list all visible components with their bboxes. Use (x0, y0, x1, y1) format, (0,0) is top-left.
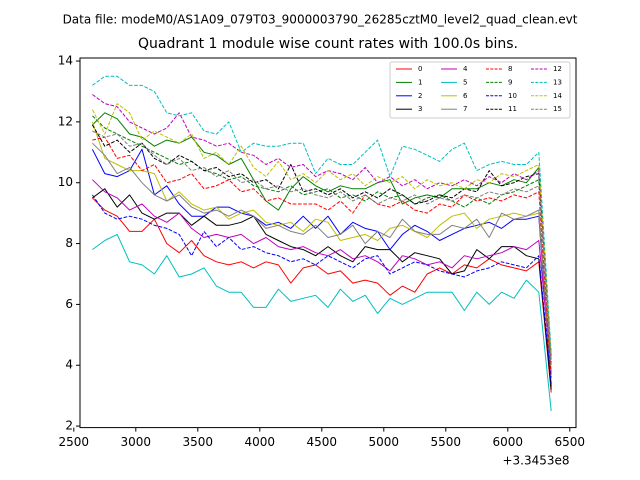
axis-ticks: 2500 3000 3500 4000 4500 5000 5500 6000 6500 2 4 6 8… (58, 54, 585, 450)
chart-suptitle: Data file: modeM0/AS1A09_079T03_90000037… (63, 13, 578, 27)
legend-label-11: 11 (508, 105, 517, 113)
legend-label-14: 14 (553, 92, 562, 100)
legend-label-8: 8 (508, 65, 512, 73)
legend-label-1: 1 (418, 78, 422, 86)
series-line-12 (92, 94, 552, 357)
series-line-0 (92, 197, 552, 393)
x-tick-label: 6500 (555, 435, 586, 449)
y-tick-label: 4 (65, 358, 73, 372)
legend-label-4: 4 (463, 65, 468, 73)
legend-label-15: 15 (553, 105, 562, 113)
x-tick-label: 5500 (431, 435, 462, 449)
series-line-14 (91, 103, 552, 360)
legend-label-12: 12 (553, 65, 562, 73)
y-tick-label: 10 (58, 175, 73, 189)
legend-label-13: 13 (553, 78, 562, 86)
y-tick-label: 2 (65, 419, 73, 433)
x-tick-label: 4000 (245, 435, 276, 449)
series-line-4 (92, 179, 552, 372)
x-axis-offset-label: +3.3453e8 (502, 454, 569, 468)
series-line-1 (92, 112, 552, 360)
legend-label-10: 10 (508, 92, 517, 100)
plot-series (91, 75, 552, 411)
series-line-3 (92, 188, 552, 390)
x-tick-label: 5000 (369, 435, 400, 449)
series-line-5 (92, 233, 552, 411)
chart-title: Quadrant 1 module wise count rates with … (138, 36, 518, 52)
y-tick-label: 6 (65, 297, 73, 311)
x-tick-label: 6000 (493, 435, 524, 449)
legend-label-9: 9 (508, 78, 512, 86)
series-line-15 (92, 130, 552, 366)
legend-label-6: 6 (463, 92, 468, 100)
plot-frame (79, 57, 577, 429)
series-line-10 (91, 194, 552, 384)
legend-box (389, 61, 571, 119)
legend-label-2: 2 (418, 92, 422, 100)
x-tick-label: 3500 (183, 435, 214, 449)
x-tick-label: 4500 (307, 435, 338, 449)
y-tick-label: 8 (65, 236, 73, 250)
y-tick-label: 14 (58, 54, 73, 68)
series-line-9 (92, 115, 552, 366)
x-tick-label: 2500 (59, 435, 90, 449)
legend-label-5: 5 (463, 78, 467, 86)
series-line-13 (92, 75, 552, 354)
legend-label-0: 0 (418, 65, 422, 73)
series-line-7 (92, 142, 552, 375)
legend-label-7: 7 (463, 105, 467, 113)
y-tick-label: 12 (58, 114, 73, 128)
legend-label-3: 3 (418, 105, 422, 113)
x-tick-label: 3000 (121, 435, 152, 449)
